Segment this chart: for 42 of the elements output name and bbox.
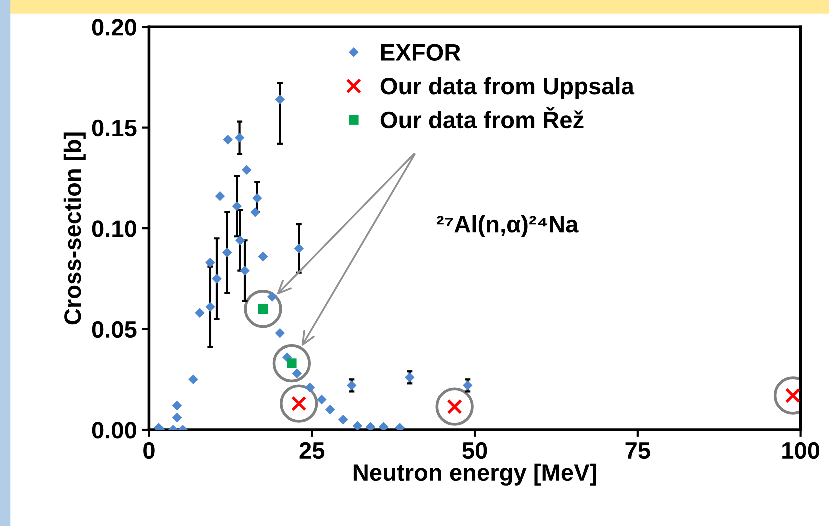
point [234, 132, 245, 143]
point [366, 422, 376, 430]
x-tick-label: 100 [782, 442, 820, 460]
point [338, 415, 348, 425]
point [294, 244, 304, 254]
y-tick-label: 0.10 [92, 220, 136, 238]
x-tick-label: 50 [462, 442, 488, 460]
x-tick-label: 75 [626, 442, 650, 460]
point [172, 413, 182, 423]
legend-label: EXFOR [381, 44, 461, 61]
point [252, 193, 262, 204]
x-tick-label: 0 [144, 442, 155, 460]
y-tick-label: 0.15 [92, 120, 137, 137]
point [258, 252, 268, 262]
legend-label: Our data from Uppsala [380, 77, 635, 100]
point [195, 308, 205, 318]
y-tick-label: 0.00 [92, 422, 136, 439]
point [267, 292, 278, 302]
x-axis-title: Neutron energy [MeV] [354, 464, 596, 486]
y-tick-label: 0.05 [92, 321, 137, 338]
point [305, 382, 316, 393]
point [242, 165, 252, 176]
y-axis-title: Cross-section [b] [64, 132, 86, 325]
y-tick-label: 0.20 [92, 19, 136, 36]
point [206, 302, 216, 312]
point [275, 328, 286, 338]
point [325, 404, 336, 415]
point [188, 374, 198, 385]
point [172, 400, 182, 411]
x-tick-label: 25 [300, 442, 325, 460]
point [223, 134, 233, 145]
point [215, 191, 226, 202]
legend-label: Our data from Řež [380, 107, 584, 129]
point [212, 274, 222, 284]
point [292, 368, 302, 379]
point [222, 248, 232, 258]
point [316, 394, 327, 405]
annotation: ²⁷Al(n,α)²⁴Na [437, 215, 579, 238]
point [275, 94, 286, 105]
point [378, 422, 389, 430]
point [352, 421, 363, 430]
point [240, 266, 250, 276]
